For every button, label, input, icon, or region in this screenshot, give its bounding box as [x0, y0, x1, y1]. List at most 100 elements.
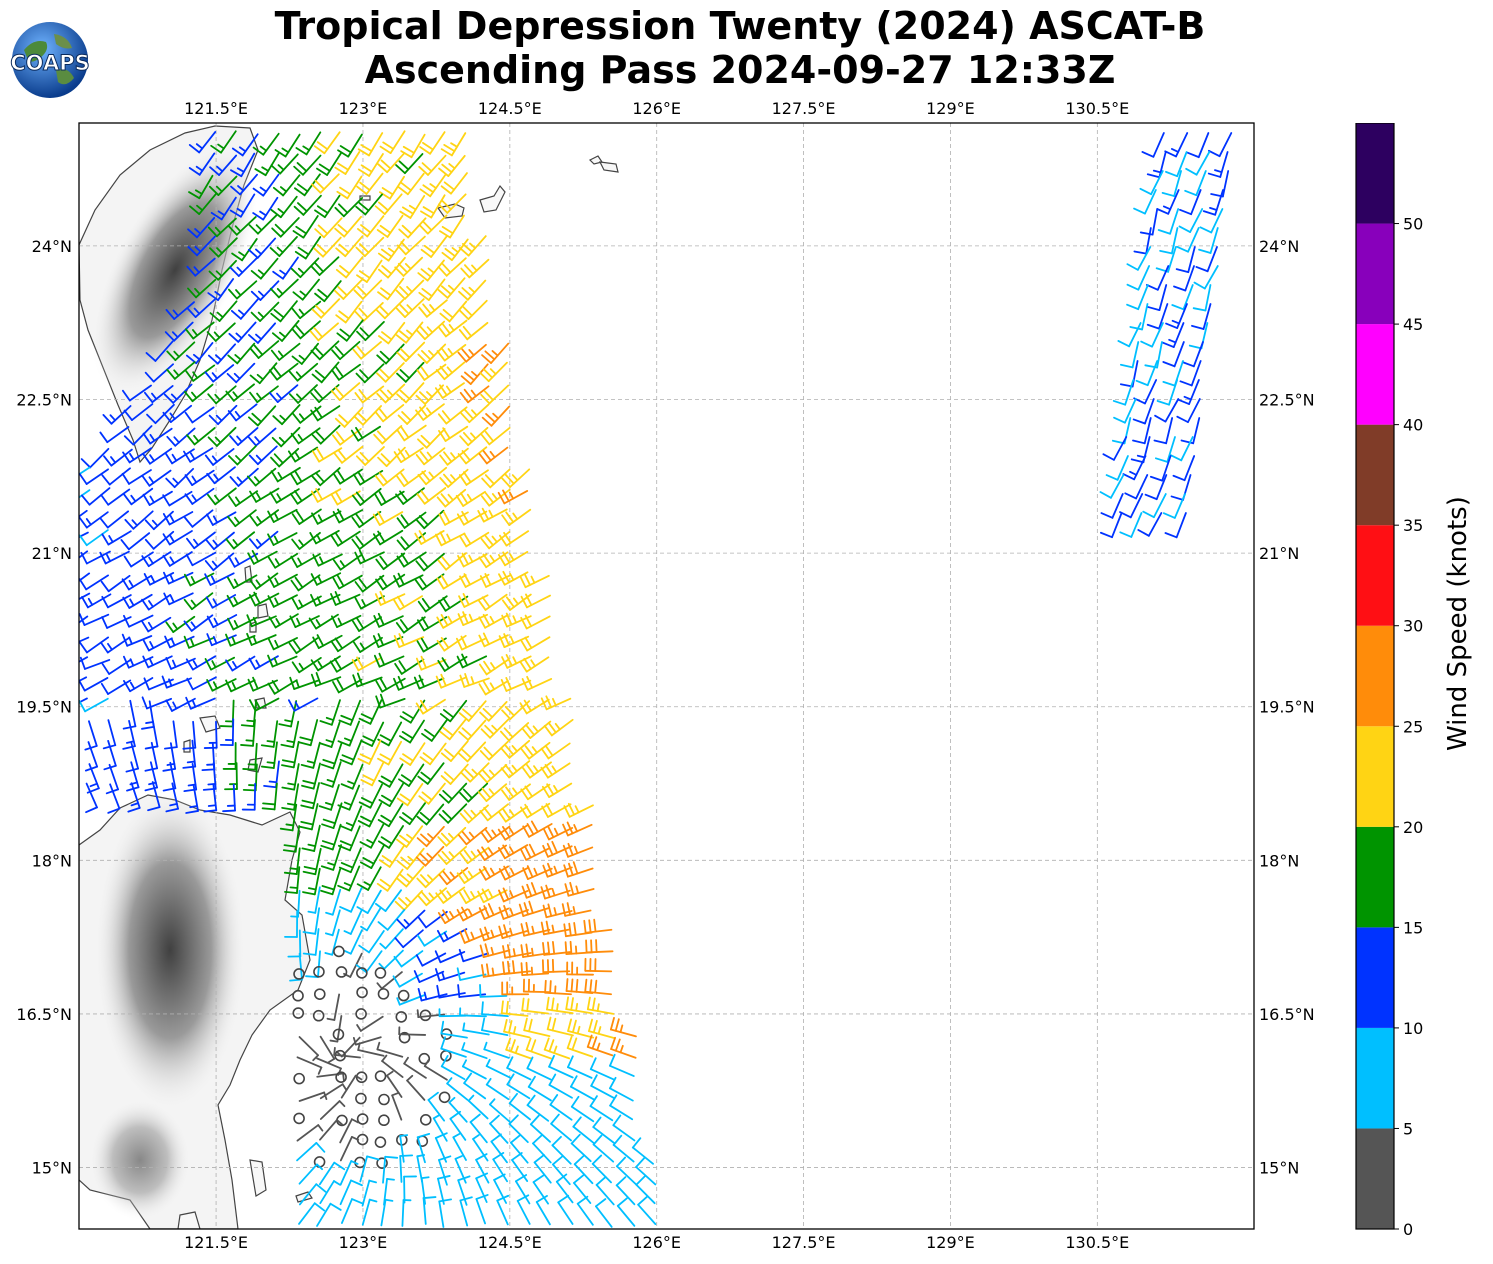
lon-tick-top-0: 121.5°E — [184, 99, 248, 118]
wind-barb-179 — [288, 384, 318, 404]
wind-barb-838 — [340, 1074, 363, 1099]
wind-barb-654 — [459, 846, 490, 865]
coaps-logo: COAPS — [10, 22, 90, 98]
wind-barb-151 — [436, 343, 467, 362]
wind-barb-199 — [310, 405, 341, 422]
wind-barb-881 — [508, 1114, 529, 1144]
wind-barb-750 — [541, 958, 571, 974]
wind-barb-32 — [311, 173, 340, 194]
wind-barb-818 — [610, 1036, 637, 1059]
wind-barb-912 — [438, 1155, 452, 1186]
wind-barb-295 — [144, 510, 174, 531]
wind-barb-307 — [396, 511, 427, 529]
wind-barb-745 — [434, 968, 466, 982]
wind-barb-884 — [572, 1116, 595, 1144]
wind-barb-82 — [250, 257, 279, 280]
wind-barb-212 — [186, 427, 216, 446]
wind-barb-665 — [376, 868, 404, 892]
wind-barb-322 — [248, 530, 279, 550]
wind-barb-405 — [101, 616, 132, 629]
wind-barb-489 — [413, 674, 445, 690]
wind-barb-246 — [478, 446, 509, 465]
wind-barb-969 — [1184, 170, 1207, 197]
wind-barb-113 — [291, 300, 322, 320]
wind-barb-645 — [283, 847, 301, 875]
wind-barb-634 — [359, 823, 385, 849]
wind-barb-711 — [394, 929, 424, 949]
wind-barb-289 — [480, 488, 511, 507]
wind-barb-257 — [270, 466, 301, 483]
wind-barb-679 — [356, 889, 382, 914]
wind-barb-784 — [586, 996, 615, 1015]
wind-barb-602 — [300, 782, 320, 810]
wind-barb-125 — [228, 321, 257, 343]
wind-barb-383 — [122, 593, 153, 609]
colorbar-bin-3 — [1356, 826, 1394, 928]
wind-barb-323 — [267, 532, 298, 546]
wind-barb-395 — [374, 591, 406, 606]
wind-barb-484 — [310, 672, 342, 687]
wind-barb-667 — [416, 868, 446, 889]
lat-tick-right-0: 15°N — [1259, 1159, 1299, 1178]
wind-barb-505 — [278, 700, 298, 728]
wind-barb-72 — [335, 235, 364, 258]
wind-barb-926 — [361, 1179, 377, 1207]
wind-barb-861 — [448, 1096, 468, 1123]
wind-barb-1042 — [1164, 512, 1187, 539]
wind-barb-336 — [80, 550, 111, 565]
wind-barb-339 — [141, 551, 172, 568]
wind-barb-943 — [341, 1198, 364, 1224]
wind-barb-161 — [288, 362, 319, 382]
wind-barb-12 — [440, 132, 467, 157]
wind-barb-24 — [418, 154, 447, 176]
wind-barb-352 — [415, 552, 445, 572]
wind-barb-133 — [395, 321, 424, 344]
wind-barb-413 — [268, 613, 299, 629]
wind-barb-183 — [376, 383, 406, 404]
wind-barb-616 — [299, 803, 319, 831]
wind-barb-147 — [352, 341, 382, 360]
wind-barb-617 — [321, 802, 343, 829]
wind-barb-103 — [395, 279, 425, 300]
wind-barb-802 — [296, 1056, 323, 1075]
wind-barb-522 — [144, 719, 159, 750]
wind-barb-652 — [415, 845, 445, 867]
wind-barb-202 — [374, 404, 405, 423]
wind-barb-111 — [250, 301, 280, 322]
wind-barb-1028 — [1122, 455, 1147, 481]
wind-barb-815 — [543, 1037, 571, 1060]
wind-barb-766 — [544, 979, 572, 996]
wind-barb-415 — [308, 613, 339, 630]
wind-barb-620 — [377, 803, 404, 828]
wind-barb-168 — [435, 361, 466, 381]
wind-barb-996 — [1146, 303, 1169, 330]
wind-barb-354 — [457, 552, 488, 568]
wind-barb-35 — [379, 175, 405, 200]
wind-barb-194 — [208, 404, 238, 426]
wind-barb-394 — [354, 595, 385, 610]
wind-barb-438 — [312, 634, 343, 649]
wind-barb-1013 — [1156, 379, 1179, 406]
wind-barb-136 — [458, 321, 489, 341]
wind-barb-496 — [79, 697, 109, 713]
colorbar-ticks: 0 5 10 15 20 25 30 35 40 45 50 — [1394, 215, 1423, 1239]
wind-barb-942 — [316, 1202, 342, 1227]
wind-barb-823 — [374, 1070, 387, 1082]
wind-barb-580 — [340, 763, 364, 790]
wind-barb-945 — [380, 1198, 394, 1227]
wind-barb-470 — [501, 653, 532, 669]
wind-barb-66 — [209, 237, 238, 258]
wind-barb-538 — [458, 719, 487, 741]
wind-barb-420 — [416, 616, 448, 632]
wind-barb-527 — [240, 719, 256, 747]
wind-barb-993 — [1171, 284, 1194, 311]
wind-barb-631 — [301, 824, 321, 852]
wind-barb-87 — [356, 259, 383, 283]
wind-barb-1006 — [1181, 341, 1204, 368]
wind-barb-280 — [289, 488, 320, 505]
wind-barb-1020 — [1132, 417, 1152, 445]
wind-barb-343 — [227, 552, 259, 568]
wind-barb-860 — [427, 1091, 446, 1122]
wind-barb-843 — [438, 1091, 451, 1104]
wind-barb-233 — [204, 448, 235, 466]
